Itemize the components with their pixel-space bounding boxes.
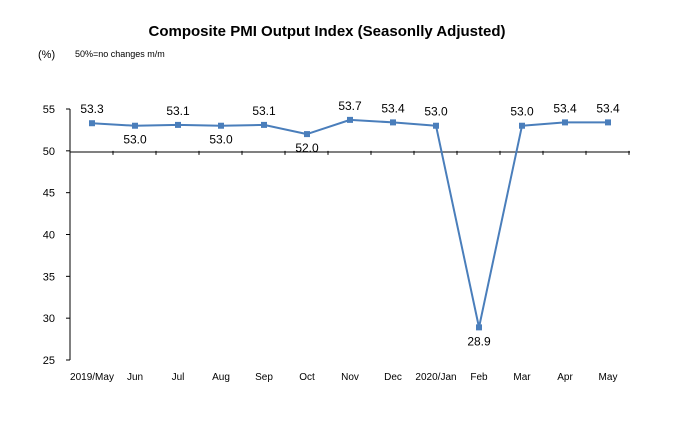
data-label: 53.0: [510, 105, 534, 119]
data-point-marker: [519, 122, 525, 129]
y-tick-label: 45: [43, 188, 55, 200]
x-tick-label: Sep: [255, 372, 273, 383]
x-tick-label: Dec: [384, 372, 402, 383]
x-axis-ticks: 2019/May Jun Jul Aug Sep Oct Nov Dec 2020/Jan Feb…: [69, 150, 630, 383]
data-point-marker: [390, 119, 396, 126]
data-label: 53.3: [80, 102, 104, 116]
data-point-marker: [304, 131, 310, 138]
data-label: 53.7: [338, 99, 362, 113]
x-tick-label: Jul: [172, 372, 185, 383]
y-axis-ticks: 25 30 35 40 45 50 55: [43, 104, 70, 367]
series-line: [91, 118, 608, 329]
y-unit-label: (%): [38, 49, 55, 61]
data-point-marker: [433, 122, 439, 129]
data-label: 53.4: [596, 101, 620, 115]
series-layer: 53.3 53.0 53.1 53.0 53.1 52.0 53.7 53.4 53.0 28.9…: [80, 99, 620, 348]
data-label: 53.4: [381, 101, 405, 115]
data-label: 28.9: [467, 334, 491, 348]
data-label: 53.0: [123, 133, 147, 147]
data-label: 53.4: [553, 101, 577, 115]
y-tick-label: 30: [43, 313, 55, 325]
x-tick-label: 2019/May: [70, 372, 114, 383]
data-label: 52.0: [295, 141, 319, 155]
x-tick-label: Feb: [470, 372, 488, 383]
y-tick-label: 35: [43, 271, 55, 283]
chart-title: Composite PMI Output Index (Seasonlly Ad…: [149, 23, 506, 40]
data-point-marker: [89, 120, 95, 127]
y-tick-label: 40: [43, 230, 55, 242]
x-tick-label: Aug: [212, 372, 230, 383]
x-tick-label: Oct: [299, 372, 315, 383]
y-tick-label: 50: [43, 146, 55, 158]
x-tick-label: Jun: [127, 372, 143, 383]
x-tick-label: Mar: [513, 372, 531, 383]
data-label: 53.1: [252, 104, 276, 118]
y-tick-label: 25: [43, 355, 55, 367]
data-point-marker: [562, 119, 568, 126]
x-tick-label: May: [599, 372, 618, 383]
data-label: 53.0: [209, 133, 233, 147]
data-label: 53.1: [166, 104, 190, 118]
x-tick-label: Apr: [557, 372, 573, 383]
x-tick-label: 2020/Jan: [415, 372, 456, 383]
y-tick-label: 55: [43, 104, 55, 116]
data-point-marker: [605, 119, 611, 126]
data-point-marker: [347, 116, 353, 123]
data-label: 53.0: [424, 105, 448, 119]
data-point-marker: [175, 121, 181, 128]
chart-note: 50%=no changes m/m: [75, 49, 165, 59]
data-point-marker: [132, 122, 138, 129]
data-point-marker: [218, 122, 224, 129]
data-point-marker: [476, 324, 482, 331]
data-point-marker: [261, 121, 267, 128]
x-tick-label: Nov: [341, 372, 359, 383]
